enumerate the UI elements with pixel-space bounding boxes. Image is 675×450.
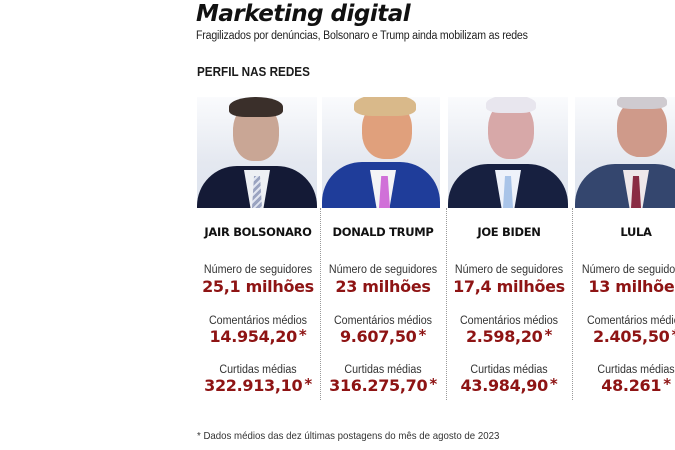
- profile-name: JOE BIDEN: [477, 225, 541, 239]
- comments-label: Comentários médios: [586, 315, 675, 327]
- followers-value: 25,1 milhões: [202, 277, 314, 296]
- asterisk-icon: *: [663, 375, 671, 393]
- portrait-biden: [448, 97, 568, 208]
- asterisk-icon: *: [418, 326, 427, 344]
- likes-number: 316.275,70: [329, 376, 428, 395]
- portrait-trump: [322, 97, 440, 208]
- followers-label: Número de seguidores: [328, 264, 438, 276]
- comments-value: 2.405,50*: [575, 326, 675, 346]
- followers-value: 17,4 milhões: [453, 277, 565, 296]
- comments-number: 2.405,50: [592, 327, 670, 346]
- column-divider: [572, 208, 573, 400]
- likes-value: 48.261 *: [575, 375, 675, 395]
- comments-number: 9.607,50: [339, 327, 417, 346]
- followers-label: Número de seguidores: [581, 264, 675, 276]
- footnote: * Dados médios das dez últimas postagens…: [197, 430, 500, 442]
- comments-label: Comentários médios: [333, 315, 433, 327]
- followers-label: Número de seguidores: [454, 264, 564, 276]
- asterisk-icon: *: [429, 375, 437, 393]
- column-divider: [320, 208, 321, 400]
- section-heading: PERFIL NAS REDES: [197, 64, 310, 79]
- likes-number: 43.984,90: [460, 376, 549, 395]
- comments-number: 14.954,20: [209, 327, 298, 346]
- comments-value: 14.954,20 *: [197, 326, 319, 346]
- followers-label: Número de seguidores: [203, 264, 313, 276]
- asterisk-icon: *: [544, 326, 553, 344]
- asterisk-icon: *: [672, 326, 675, 344]
- likes-label: Curtidas médias: [597, 364, 675, 376]
- asterisk-icon: *: [549, 375, 558, 393]
- likes-label: Curtidas médias: [344, 364, 422, 376]
- portrait-lula: [575, 97, 675, 208]
- comments-label: Comentários médios: [459, 315, 559, 327]
- asterisk-icon: *: [298, 326, 307, 344]
- comments-number: 2.598,20: [465, 327, 543, 346]
- comments-label: Comentários médios: [208, 315, 308, 327]
- profile-name: LULA: [620, 225, 652, 239]
- likes-label: Curtidas médias: [470, 364, 548, 376]
- portrait-bolsonaro: [197, 97, 317, 208]
- asterisk-icon: *: [304, 375, 312, 393]
- likes-value: 43.984,90 *: [448, 375, 570, 395]
- page-title: Marketing digital: [196, 1, 411, 27]
- likes-label: Curtidas médias: [219, 364, 297, 376]
- profile-name: DONALD TRUMP: [332, 225, 434, 239]
- subtitle: Fragilizados por denúncias, Bolsonaro e …: [196, 30, 528, 42]
- likes-number: 48.261: [601, 376, 662, 395]
- followers-value: 23 milhões: [335, 277, 431, 296]
- followers-value: 13 milhões: [588, 277, 675, 296]
- comments-value: 2.598,20 *: [448, 326, 570, 346]
- likes-value: 316.275,70 *: [322, 375, 444, 395]
- comments-value: 9.607,50 *: [322, 326, 444, 346]
- profile-name: JAIR BOLSONARO: [204, 225, 312, 239]
- likes-number: 322.913,10: [204, 376, 303, 395]
- column-divider: [446, 208, 447, 400]
- likes-value: 322.913,10 *: [197, 375, 319, 395]
